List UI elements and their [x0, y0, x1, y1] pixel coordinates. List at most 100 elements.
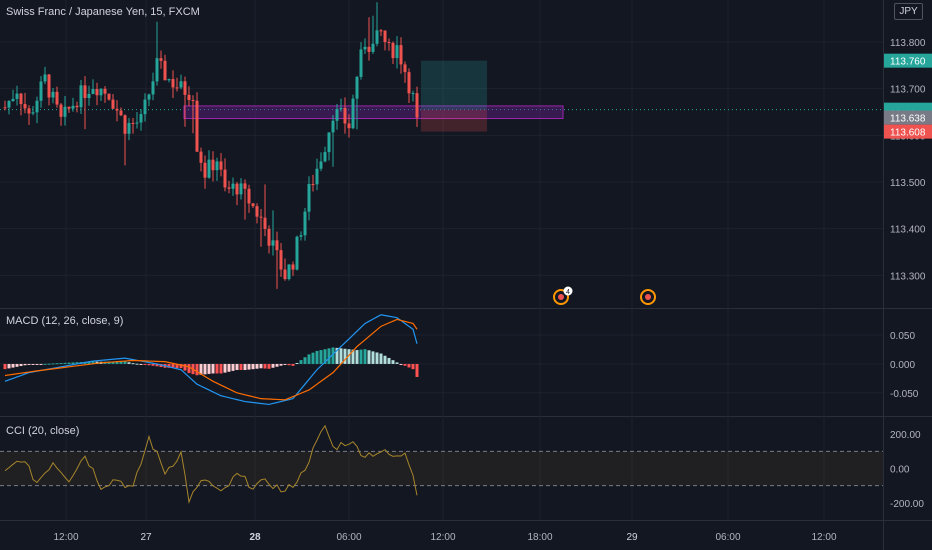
macd-histogram-bar [67, 362, 71, 364]
macd-histogram-bar [23, 363, 27, 366]
currency-button[interactable]: JPY [894, 3, 923, 20]
candle-body [315, 168, 319, 185]
macd-histogram-bar [399, 363, 403, 365]
candle-body [23, 104, 27, 109]
candle-body [395, 45, 399, 59]
price-tick-label: 113.400 [890, 225, 926, 236]
candle-body [331, 120, 335, 133]
macd-histogram-bar [175, 363, 179, 369]
macd-tick-label: -0.050 [890, 389, 919, 400]
macd-histogram-bar [275, 363, 279, 367]
price-label: 113.638 [884, 110, 932, 125]
event-dot [645, 294, 651, 300]
candle [215, 157, 219, 181]
macd-histogram-bar [379, 353, 383, 364]
macd-histogram-bar [279, 363, 283, 366]
candle [299, 231, 303, 241]
macd-histogram-bar [187, 363, 191, 374]
candle-body [111, 99, 115, 109]
candle [115, 100, 119, 122]
candle [271, 210, 275, 256]
candle-body [47, 74, 51, 98]
macd-histogram-bar [195, 363, 199, 376]
cci-band-fill [0, 451, 883, 486]
macd-histogram-bar [127, 362, 131, 364]
event-marker-1[interactable]: 4 [553, 286, 573, 305]
macd-histogram-bar [347, 349, 351, 364]
candle-body [371, 43, 375, 52]
candle-body [227, 187, 231, 189]
candle [195, 92, 199, 152]
candle-body [367, 46, 371, 52]
macd-histogram-bar [31, 363, 35, 365]
candle [83, 76, 87, 130]
candle [47, 73, 51, 106]
macd-histogram-bar [3, 363, 7, 370]
macd-histogram-bar [227, 363, 231, 372]
candle-body [71, 105, 75, 109]
cci-series [0, 424, 883, 504]
macd-histogram-bar [283, 363, 287, 365]
candle-body [387, 42, 391, 44]
macd-histogram-bar [199, 363, 203, 375]
event-marker-2[interactable] [640, 289, 656, 305]
time-tick-label: 12:00 [53, 532, 78, 543]
macd-histogram-bar [239, 363, 243, 371]
candle [87, 85, 91, 106]
candle [267, 225, 271, 254]
time-tick-label: 27 [140, 532, 152, 543]
candle-body [407, 72, 411, 94]
macd-histogram-bar [147, 363, 151, 366]
macd-histogram-bar [371, 351, 375, 364]
candle-body [183, 81, 187, 95]
symbol-title[interactable]: Swiss Franc / Japanese Yen, 15, FXCM [6, 6, 200, 18]
candle [135, 111, 139, 129]
candle [123, 114, 127, 166]
candle [67, 106, 71, 113]
candle [303, 207, 307, 241]
macd-histogram-bar [87, 361, 91, 364]
candle [183, 76, 187, 127]
candle-body [375, 30, 379, 44]
candle-body [411, 93, 415, 95]
candle [151, 72, 155, 101]
candle-body [127, 122, 131, 134]
candle [59, 102, 63, 126]
candle-body [27, 108, 31, 114]
macd-title[interactable]: MACD (12, 26, close, 9) [6, 315, 124, 327]
candle [275, 231, 279, 289]
macd-histogram-bar [27, 363, 31, 365]
candle-body [11, 98, 15, 101]
candle [31, 105, 35, 116]
candle-body [163, 60, 167, 81]
candle [371, 15, 375, 55]
cci-tick-label: 0.00 [890, 465, 910, 476]
candle-body [347, 123, 351, 129]
supply-demand-zone[interactable] [183, 105, 564, 120]
candle [347, 114, 351, 138]
candle-body [51, 91, 55, 98]
candle-body [75, 105, 79, 108]
candle [107, 93, 111, 101]
macd-histogram-bar [391, 360, 395, 364]
candle [131, 118, 135, 134]
price-label: 113.760 [884, 53, 932, 68]
loss-zone [421, 109, 487, 132]
candle [251, 202, 255, 208]
price-tick-label: 113.300 [890, 271, 926, 282]
risk-reward-position[interactable] [421, 60, 487, 132]
macd-histogram-bar [63, 362, 67, 364]
cci-title[interactable]: CCI (20, close) [6, 425, 80, 437]
candle [319, 152, 323, 172]
macd-histogram-bar [315, 350, 319, 364]
candle [91, 79, 95, 95]
candle [403, 61, 407, 83]
candle-body [135, 122, 139, 124]
zone-rect [183, 105, 564, 120]
candle-body [275, 240, 279, 251]
event-markers[interactable]: 4 [553, 286, 656, 305]
candle [171, 70, 175, 99]
candle-body [223, 169, 227, 188]
